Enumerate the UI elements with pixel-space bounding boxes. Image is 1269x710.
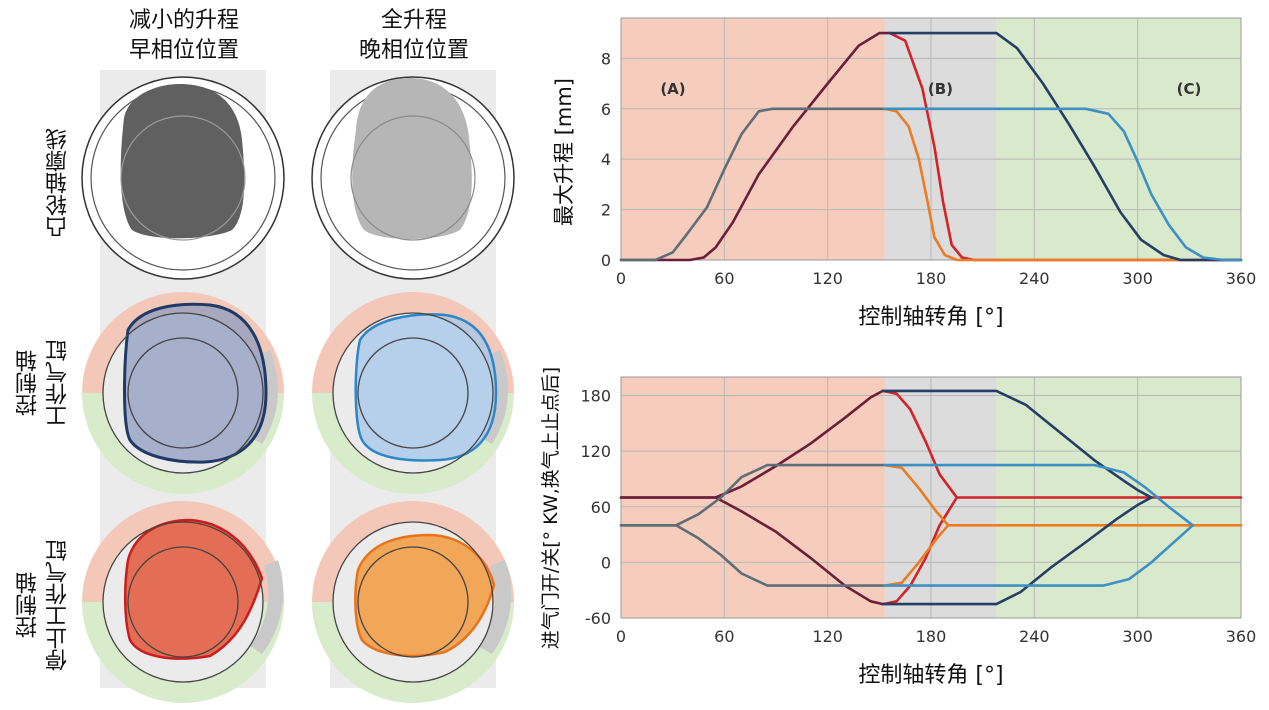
control-shaft-deactivated-full	[312, 501, 514, 703]
x-tick-label: 120	[812, 627, 843, 646]
y-tick-label: 60	[591, 498, 611, 517]
column-header-line2: 晚相位位置	[358, 38, 469, 63]
x-tick-label: 180	[916, 627, 947, 646]
series-line-blue	[883, 107, 1243, 262]
series-line-navy-close	[881, 389, 1153, 499]
x-tick-label: 240	[1019, 269, 1050, 288]
series-line-navy	[888, 31, 1243, 262]
x-tick-label: 180	[916, 269, 947, 288]
x-axis-label: 控制轴转角 [°]	[858, 305, 1003, 330]
x-axis-label: 控制轴转角 [°]	[858, 663, 1003, 688]
zone-band	[996, 18, 1241, 260]
cam-profile-full	[311, 76, 515, 280]
zone-label: (A)	[660, 80, 685, 98]
zone-label: (C)	[1177, 80, 1202, 98]
y-tick-label: 0	[601, 553, 611, 572]
x-tick-label: 0	[616, 269, 626, 288]
control-shaft-deactivated-reduced	[82, 501, 284, 703]
x-tick-label: 120	[812, 269, 843, 288]
y-tick-label: 8	[601, 49, 611, 68]
y-tick-label: 120	[580, 442, 611, 461]
max-lift-chart: (A) (B) (C) 0 60 120 180 240 300 360 0 2 4 6 8 控制轴转角 [°…	[552, 17, 1257, 330]
series-line-blue-close	[883, 463, 1195, 527]
series-line-orange	[883, 107, 1243, 262]
cam-diagrams	[81, 70, 515, 703]
control-shaft-active-reduced	[82, 292, 284, 494]
series-line-dark-red-close	[619, 389, 885, 499]
x-tick-label: 300	[1122, 627, 1153, 646]
column-header-full: 全升程 晚相位位置	[322, 6, 506, 66]
series-line-gray-open	[619, 524, 886, 587]
cam-profile-reduced	[81, 76, 285, 280]
y-axis-label: 最大升程 [mm]	[552, 78, 576, 226]
zone-band	[884, 18, 997, 260]
y-axis-label: 进气门开/关[° KW,换气上止点后]	[540, 367, 562, 649]
series-line-dark-red-open	[619, 496, 885, 606]
series-line-blue-open	[883, 524, 1195, 587]
x-tick-label: 300	[1122, 269, 1153, 288]
series-line-navy-open	[881, 496, 1153, 606]
x-tick-label: 60	[714, 627, 734, 646]
zone-label: (B)	[928, 80, 953, 98]
series-line-dark-red	[619, 31, 891, 262]
column-header-line2: 早相位位置	[128, 38, 239, 63]
series-line-orange-open	[883, 524, 950, 587]
series-line-red-open	[881, 496, 959, 606]
valve-timing-chart: 0 60 120 180 240 300 360 -60 0 60 120 180 控制轴转角 [°] 进…	[540, 367, 1257, 688]
column-header-line1: 全升程	[380, 8, 447, 33]
y-tick-label: 4	[601, 150, 611, 169]
y-tick-label: 180	[580, 387, 611, 406]
x-tick-label: 360	[1226, 627, 1257, 646]
series-line-orange-close	[883, 463, 1243, 527]
zone-band	[621, 18, 885, 260]
control-shaft-active-full	[312, 292, 514, 494]
y-tick-label: 2	[601, 201, 611, 220]
x-tick-label: 0	[616, 627, 626, 646]
column-header-line1: 减小的升程	[128, 8, 239, 33]
series-line-gray	[619, 107, 886, 262]
x-tick-label: 240	[1019, 627, 1050, 646]
plot-frame	[620, 17, 1242, 261]
y-tick-label: -60	[585, 609, 611, 628]
y-tick-label: 6	[601, 100, 611, 119]
x-tick-label: 360	[1226, 269, 1257, 288]
column-header-reduced: 减小的升程 早相位位置	[92, 6, 276, 66]
y-tick-label: 0	[601, 251, 611, 270]
x-tick-label: 60	[714, 269, 734, 288]
